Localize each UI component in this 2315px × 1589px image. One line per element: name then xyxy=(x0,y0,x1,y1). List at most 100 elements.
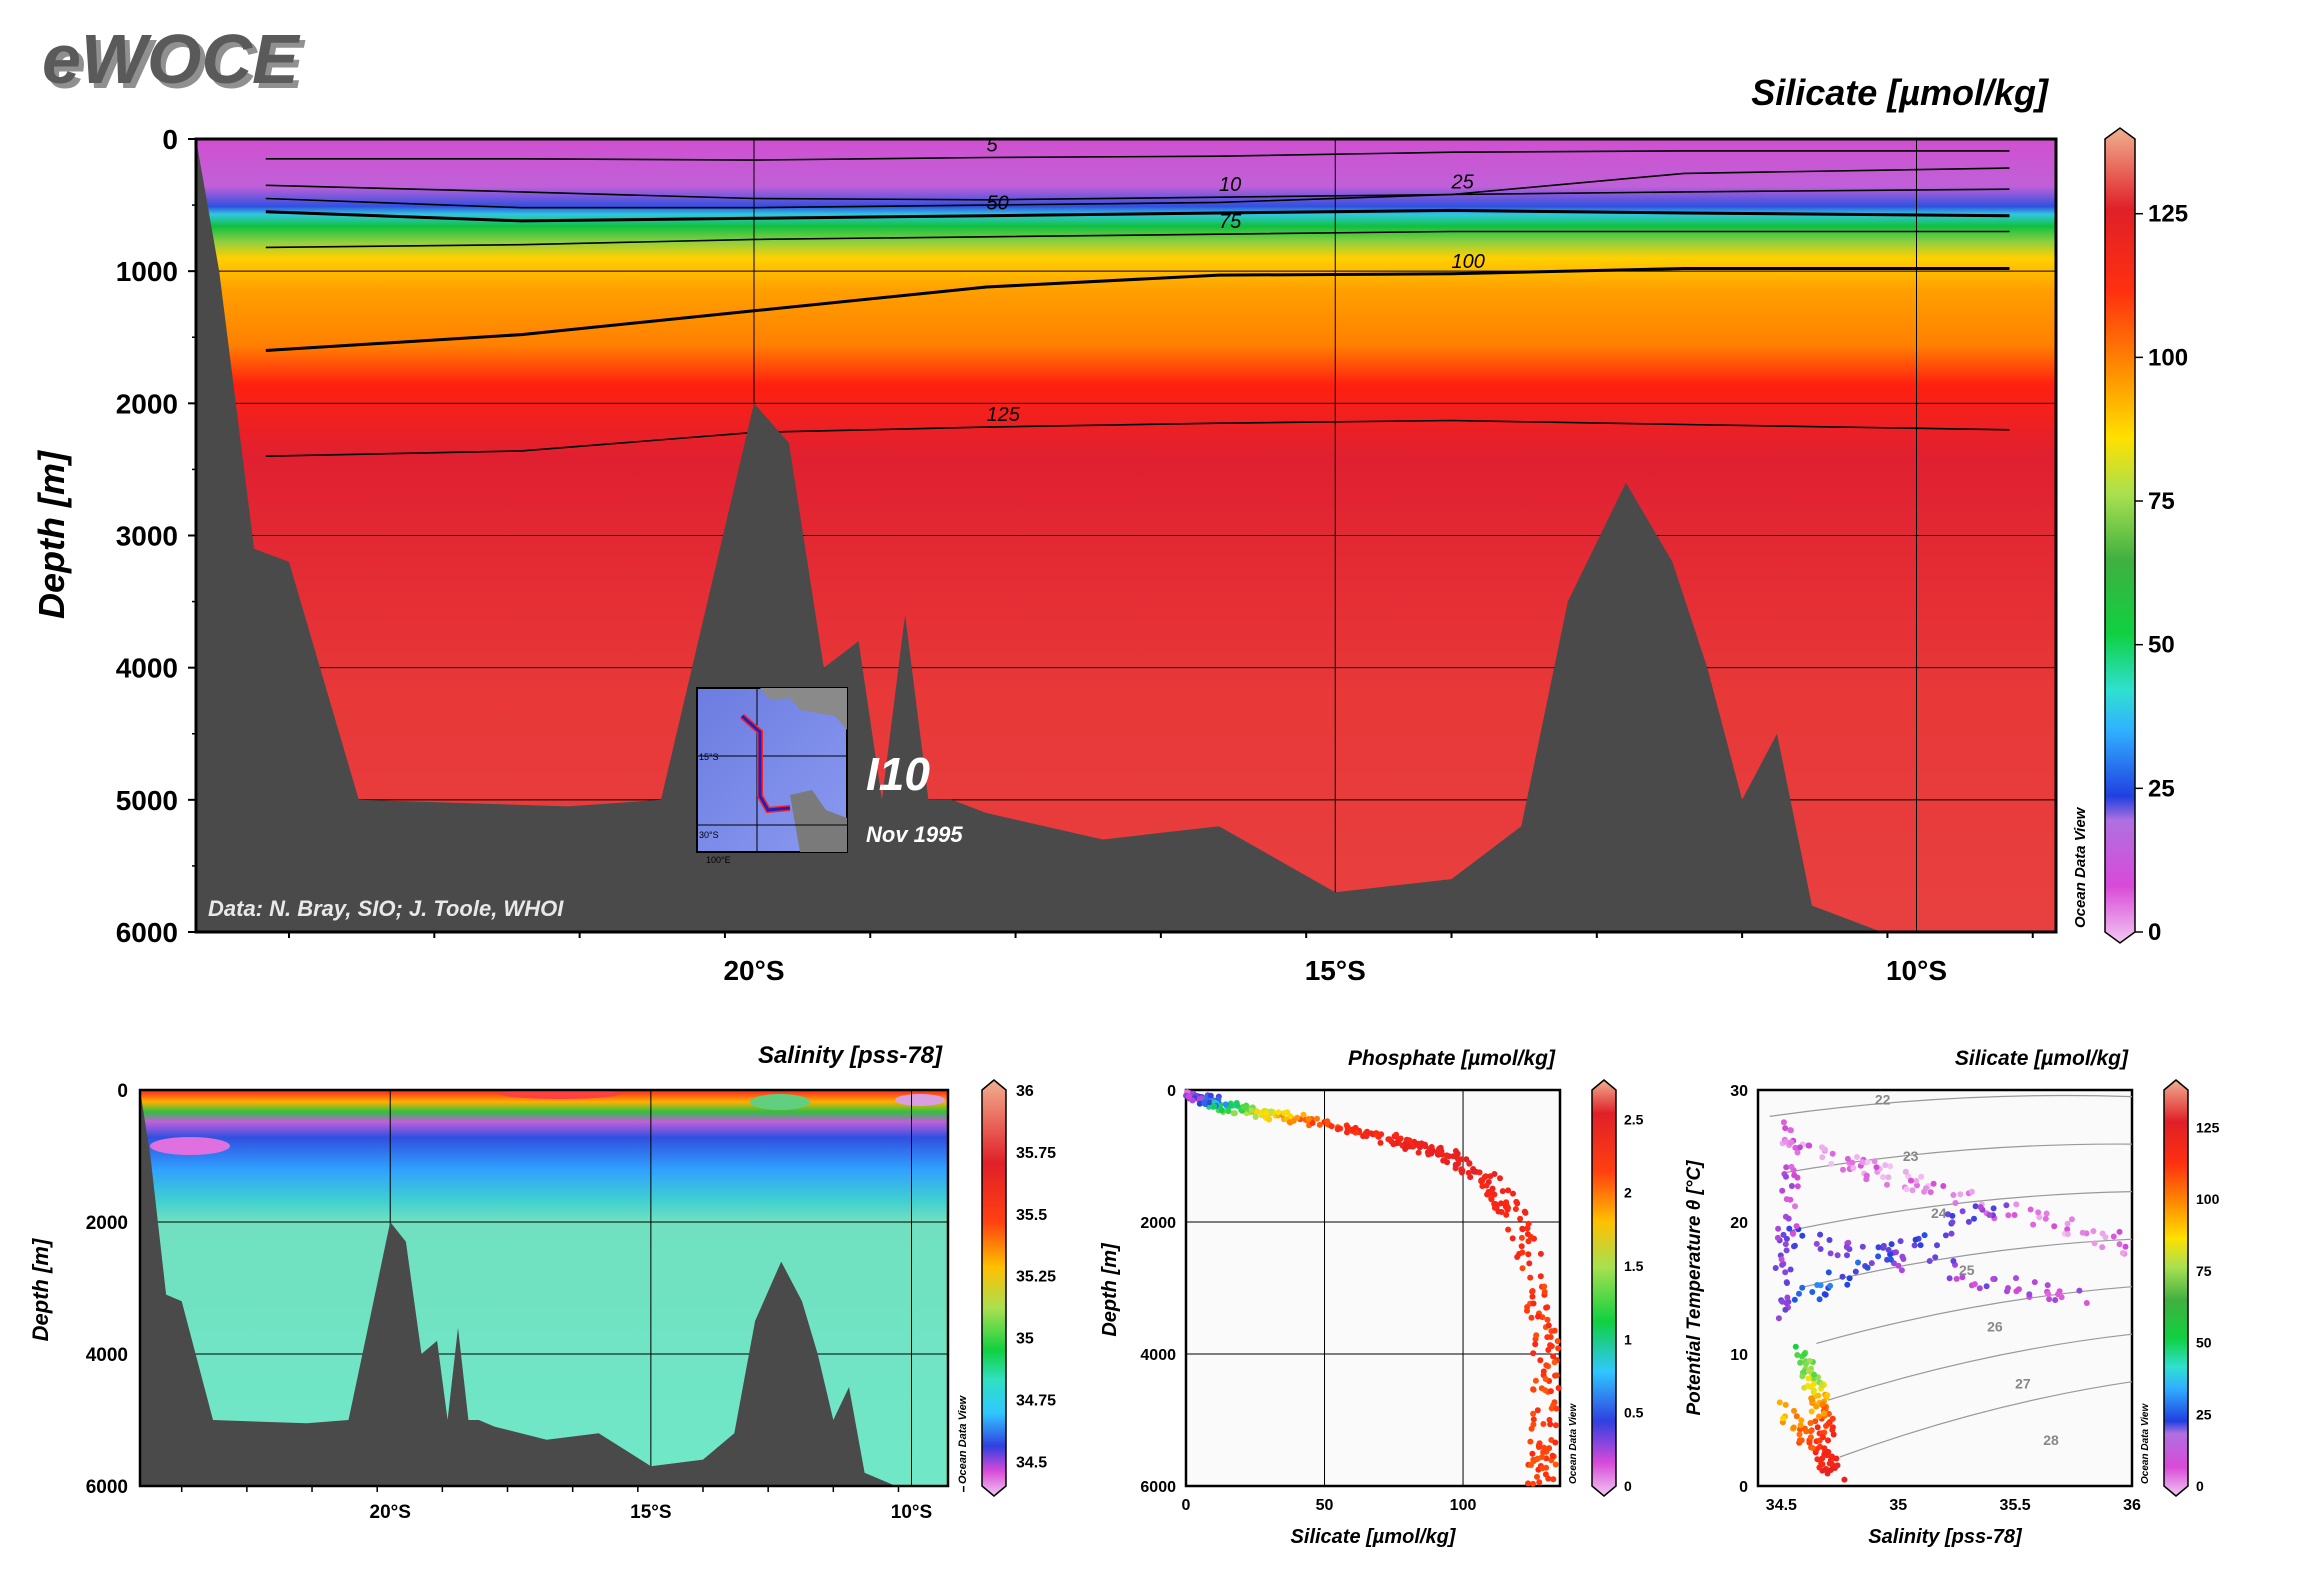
ts-point xyxy=(1965,1218,1972,1225)
ts-point xyxy=(2005,1285,2011,1291)
ts-plot-area xyxy=(1756,1088,2134,1488)
ts-point xyxy=(2119,1250,2126,1256)
ts-point xyxy=(2026,1291,2033,1298)
phosphate-point xyxy=(1483,1182,1490,1189)
ts-point xyxy=(1825,1269,1832,1276)
isopycnal-23 xyxy=(1781,1143,2133,1174)
ts-point xyxy=(2011,1212,2018,1218)
ts-point xyxy=(2051,1223,2058,1230)
contour-label-75: 75 xyxy=(1219,211,1242,233)
ts-point xyxy=(1792,1343,1799,1350)
contour-label-50: 50 xyxy=(987,193,1009,215)
phosphate-point xyxy=(1551,1327,1558,1334)
ts-point xyxy=(1897,1238,1904,1245)
ts-point xyxy=(1783,1173,1789,1180)
salinity-colorbar-label: 35 xyxy=(1016,1331,1034,1348)
phosphate-point xyxy=(1541,1288,1548,1295)
phosphate-point xyxy=(1227,1102,1234,1109)
ts-point xyxy=(1830,1431,1837,1438)
phosphate-point xyxy=(1519,1249,1526,1256)
main-colorbar-label: 50 xyxy=(2148,632,2175,659)
phosphate-point xyxy=(1534,1455,1541,1462)
phosphate-point xyxy=(1275,1109,1282,1116)
salinity-y-tick-label: 2000 xyxy=(86,1213,128,1234)
phosphate-point xyxy=(1314,1115,1320,1122)
phosphate-x-label: Silicate [µmol/kg] xyxy=(1291,1526,1457,1548)
phosphate-point xyxy=(1546,1445,1553,1452)
salinity-colorbar-label: 35.25 xyxy=(1016,1269,1056,1286)
phosphate-point xyxy=(1428,1144,1435,1150)
ts-point xyxy=(2027,1206,2034,1213)
phosphate-point xyxy=(1554,1338,1561,1345)
ts-point xyxy=(2076,1287,2083,1294)
ts-point xyxy=(1793,1413,1800,1420)
ts-point xyxy=(2003,1202,2010,1209)
ts-point xyxy=(1944,1211,1951,1218)
salinity-x-tick-label: 20°S xyxy=(370,1502,411,1523)
salinity-section-panel: Salinity [pss-78] 0 2000 4000 6000 20°S 15°S… xyxy=(28,1042,1056,1523)
isopycnal-28 xyxy=(1839,1381,2133,1458)
contour-line-125 xyxy=(265,419,2010,457)
ts-point xyxy=(1940,1183,1947,1189)
ts-point xyxy=(1834,1252,1841,1259)
phosphate-point xyxy=(1534,1473,1540,1480)
ts-point xyxy=(1841,1476,1848,1483)
ts-point xyxy=(1796,1144,1803,1151)
ts-point xyxy=(1819,1154,1826,1161)
ts-point xyxy=(1923,1185,1929,1192)
ts-scatter-panel: Silicate [µmol/kg] 22 23 24 25 26 27 28 0 10 20 3… xyxy=(1684,1047,2220,1548)
phosphate-gridlines xyxy=(1186,1090,1560,1486)
phosphate-point xyxy=(1198,1095,1205,1102)
ts-point xyxy=(2090,1228,2097,1235)
ts-point xyxy=(1864,1264,1871,1271)
ts-point xyxy=(2079,1229,2086,1236)
ts-point xyxy=(1908,1177,1914,1184)
ts-point xyxy=(1793,1223,1800,1230)
ts-point xyxy=(1952,1200,1959,1206)
phosphate-point xyxy=(1505,1187,1512,1194)
salinity-odv-watermark: Ocean Data View xyxy=(957,1394,969,1484)
ts-point xyxy=(1818,1382,1825,1389)
ts-point xyxy=(1819,1455,1826,1462)
phosphate-point xyxy=(1225,1108,1232,1115)
ts-point xyxy=(1820,1434,1826,1441)
phosphate-point xyxy=(1185,1093,1192,1100)
ts-point xyxy=(1810,1381,1817,1388)
salinity-colorbar-label: 36 xyxy=(1016,1083,1034,1100)
phosphate-point xyxy=(1544,1316,1551,1323)
ts-point xyxy=(1926,1258,1933,1264)
ts-point xyxy=(1875,1253,1882,1260)
phosphate-point xyxy=(1519,1225,1526,1232)
phosphate-point xyxy=(1535,1313,1541,1320)
phosphate-point xyxy=(1488,1196,1495,1203)
phosphate-point xyxy=(1344,1129,1350,1136)
phosphate-point xyxy=(1514,1254,1521,1260)
ts-point xyxy=(1794,1149,1801,1156)
phosphate-point xyxy=(1541,1283,1548,1290)
ts-point xyxy=(1780,1415,1787,1422)
phosphate-point xyxy=(1527,1233,1534,1240)
ts-point xyxy=(1829,1427,1836,1433)
ts-odv-watermark: Ocean Data View xyxy=(2140,1403,2151,1484)
ts-point xyxy=(1887,1256,1894,1263)
phosphate-point xyxy=(1495,1208,1502,1215)
phosphate-point xyxy=(1530,1410,1537,1417)
phosphate-point xyxy=(1335,1125,1342,1132)
phosphate-point xyxy=(1491,1171,1498,1177)
ts-y-tick-label: 0 xyxy=(1739,1479,1748,1496)
ts-point xyxy=(1811,1371,1818,1378)
ts-point xyxy=(1957,1191,1964,1198)
ts-x-tick-label: 35 xyxy=(1889,1497,1907,1514)
ts-point xyxy=(1796,1431,1803,1438)
isopycnal-label: 22 xyxy=(1875,1092,1891,1108)
phosphate-point xyxy=(1552,1422,1559,1429)
phosphate-points xyxy=(1183,1089,1562,1487)
ts-point xyxy=(2035,1209,2042,1216)
ts-point xyxy=(1791,1407,1797,1414)
phosphate-point xyxy=(1547,1342,1554,1349)
ts-point xyxy=(1772,1265,1779,1271)
ts-point xyxy=(1875,1244,1882,1251)
salinity-y-axis: 0 2000 4000 6000 xyxy=(86,1081,128,1498)
phosphate-point xyxy=(1530,1386,1537,1393)
phosphate-point xyxy=(1537,1273,1544,1280)
